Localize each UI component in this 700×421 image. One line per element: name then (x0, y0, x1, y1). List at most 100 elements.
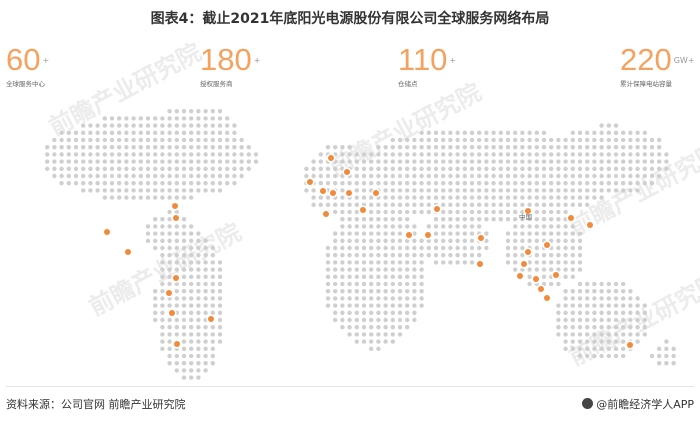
map-dot (325, 145, 331, 150)
map-dot (354, 202, 359, 207)
map-dot (225, 145, 230, 150)
map-dot (217, 116, 223, 121)
map-dot (556, 166, 561, 171)
map-dot (477, 188, 482, 193)
map-dot (131, 152, 136, 157)
map-dot (462, 245, 467, 251)
map-dot (203, 339, 208, 344)
map-dot (549, 195, 554, 200)
map-dot (174, 166, 179, 171)
map-dot (405, 274, 410, 279)
service-location-marker (544, 295, 550, 301)
map-dot (462, 166, 467, 171)
map-dot (448, 245, 453, 251)
map-dot (390, 253, 395, 258)
map-dot (95, 130, 100, 135)
map-dot (181, 375, 187, 380)
map-dot (405, 245, 410, 251)
map-dot (484, 152, 489, 157)
map-dot (592, 195, 597, 200)
map-dot (397, 303, 403, 308)
map-dot (390, 325, 395, 330)
map-dot (369, 245, 374, 251)
map-dot (347, 317, 352, 323)
map-dot (592, 296, 597, 301)
map-dot (88, 137, 93, 143)
map-dot (203, 123, 208, 128)
map-dot (599, 325, 604, 330)
map-dot (167, 260, 172, 265)
map-dot (505, 253, 511, 258)
map-dot (527, 188, 532, 193)
map-dot (613, 173, 619, 179)
service-location-marker (587, 222, 593, 228)
map-dot (556, 317, 561, 323)
map-dot (455, 224, 460, 229)
map-dot (635, 159, 640, 164)
map-dot (383, 274, 388, 279)
map-dot (577, 289, 583, 294)
map-dot (585, 152, 590, 157)
map-dot (556, 173, 561, 179)
map-dot (599, 173, 604, 179)
map-dot (210, 361, 215, 366)
map-dot (549, 137, 554, 143)
map-dot (354, 181, 359, 186)
map-dot (153, 245, 158, 251)
map-dot (333, 245, 338, 251)
map-dot (196, 303, 201, 308)
map-dot (462, 260, 467, 265)
map-dot (153, 181, 158, 186)
map-dot (174, 289, 179, 294)
map-dot (541, 209, 547, 215)
map-dot (585, 145, 590, 150)
map-dot (613, 145, 619, 150)
map-dot (81, 181, 86, 186)
map-dot (102, 137, 108, 143)
map-dot (145, 159, 151, 164)
map-dot (354, 245, 359, 251)
map-dot (376, 209, 381, 215)
map-dot (196, 181, 201, 186)
map-dot (433, 217, 439, 222)
map-dot (412, 173, 417, 179)
map-dot (405, 209, 410, 215)
service-location-marker (173, 215, 179, 221)
map-dot (448, 238, 453, 243)
map-dot (484, 245, 489, 251)
map-dot (333, 181, 338, 186)
map-dot (390, 281, 395, 287)
map-dot (203, 238, 208, 243)
map-dot (66, 130, 72, 135)
map-dot (138, 181, 143, 186)
map-dot (585, 181, 590, 186)
map-dot (635, 145, 640, 150)
map-dot (441, 130, 446, 135)
map-dot (376, 231, 381, 236)
map-dot (390, 202, 395, 207)
map-dot (117, 188, 122, 193)
map-dot (498, 166, 503, 171)
map-dot (145, 152, 151, 157)
map-dot (484, 159, 489, 164)
map-dot (210, 159, 215, 164)
map-dot (376, 289, 381, 294)
map-dot (325, 181, 331, 186)
map-dot (448, 173, 453, 179)
map-dot (160, 332, 165, 337)
map-dot (95, 181, 100, 186)
map-dot (505, 181, 511, 186)
map-dot (455, 217, 460, 222)
map-dot (376, 260, 381, 265)
map-dot (203, 289, 208, 294)
map-dot (369, 181, 374, 186)
map-dot (635, 173, 640, 179)
map-dot (369, 202, 374, 207)
map-dot (405, 159, 410, 164)
map-dot (131, 116, 136, 121)
map-dot (340, 159, 345, 164)
map-dot (210, 325, 215, 330)
map-dot (181, 137, 187, 143)
map-dot (469, 231, 475, 236)
map-dot (527, 166, 532, 171)
